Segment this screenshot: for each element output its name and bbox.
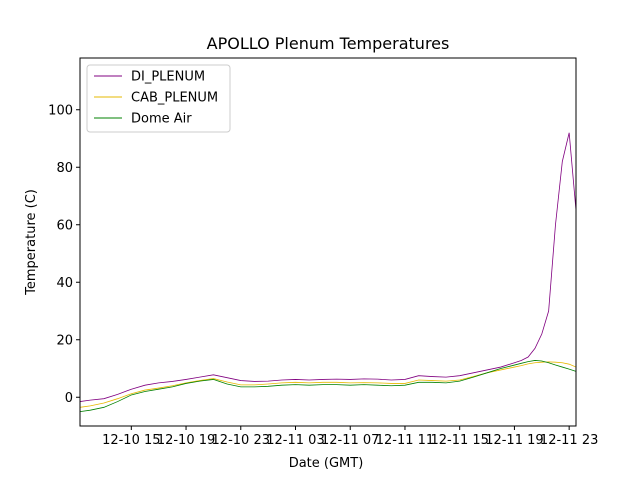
x-tick-label: 12-11 23 — [540, 433, 598, 448]
x-tick-label: 12-11 03 — [266, 433, 324, 448]
x-tick-label: 12-10 15 — [102, 433, 160, 448]
x-tick-label: 12-10 23 — [212, 433, 270, 448]
y-tick-label: 40 — [56, 276, 73, 291]
series-line-di-plenum — [79, 132, 577, 402]
x-tick-label: 12-11 19 — [485, 433, 543, 448]
chart-title: APOLLO Plenum Temperatures — [207, 34, 450, 53]
series-line-dome-air — [79, 360, 577, 413]
x-axis-label: Date (GMT) — [289, 456, 364, 471]
y-tick-label: 60 — [56, 218, 73, 233]
y-tick-label: 0 — [65, 391, 73, 406]
legend-label: CAB_PLENUM — [131, 91, 218, 106]
series-line-cab-plenum — [79, 361, 577, 408]
legend-label: DI_PLENUM — [131, 70, 205, 85]
plot-frame — [79, 57, 577, 427]
y-axis-label: Temperature (C) — [24, 189, 39, 296]
legend-box — [86, 64, 231, 133]
legend-label: Dome Air — [131, 112, 192, 127]
x-tick-label: 12-11 15 — [430, 433, 488, 448]
x-tick-label: 12-11 11 — [376, 433, 434, 448]
y-axis: 0 20 40 60 80 100 — [48, 103, 80, 406]
y-tick-label: 80 — [56, 161, 73, 176]
x-tick-label: 12-10 19 — [157, 433, 215, 448]
x-tick-label: 12-11 07 — [321, 433, 379, 448]
legend-entries: DI_PLENUM CAB_PLENUM Dome Air — [94, 70, 218, 127]
legend: DI_PLENUM CAB_PLENUM Dome Air — [86, 64, 231, 133]
y-tick-label: 100 — [48, 103, 73, 118]
series-layer — [79, 132, 577, 413]
y-tick-label: 20 — [56, 333, 73, 348]
